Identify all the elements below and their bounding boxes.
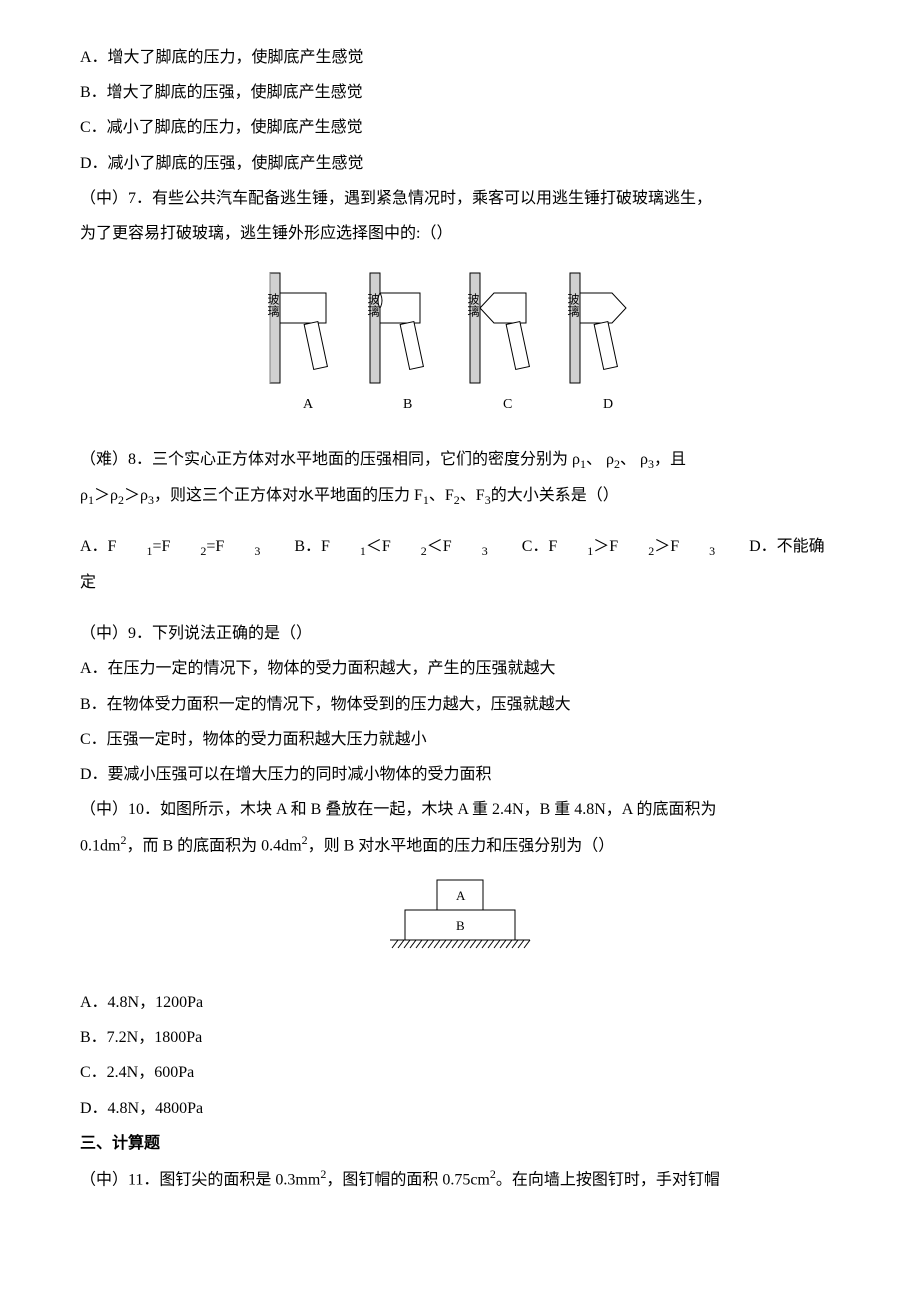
q9-stem: （中）9．下列说法正确的是（） [80, 616, 840, 651]
q9-option-a: A．在压力一定的情况下，物体的受力面积越大，产生的压强就越大 [80, 651, 840, 686]
q8-stem-line2: ρ1＞ρ2＞ρ3，则这三个正方体对水平地面的压力 F1、F2、F3的大小关系是（… [80, 478, 840, 514]
q10-option-a: A．4.8N，1200Pa [80, 985, 840, 1020]
section-3-heading: 三、计算题 [80, 1126, 840, 1161]
q10-stem-line1: （中）10．如图所示，木块 A 和 B 叠放在一起，木块 A 重 2.4N，B … [80, 792, 840, 827]
q11-stem-line1: （中）11．图钉尖的面积是 0.3mm2，图钉帽的面积 0.75cm2。在向墙上… [80, 1161, 840, 1198]
q7-glass-label-c: 玻璃 [466, 293, 480, 318]
q10-option-b: B．7.2N，1800Pa [80, 1020, 840, 1055]
q10-option-d: D．4.8N，4800Pa [80, 1091, 840, 1126]
q8-options: A．F1=F2=F3 B．F1＜F2＜F3 C．F1＞F2＞F3 D．不能确定 [80, 529, 840, 600]
q7-glass-label-b: 玻璃 [366, 293, 380, 318]
q7-label-c: C [503, 397, 512, 412]
q6-option-c: C．减小了脚底的压力，使脚底产生感觉 [80, 110, 840, 145]
q10-option-c: C．2.4N，600Pa [80, 1055, 840, 1090]
q7-figure: 玻璃 A 玻璃 B 玻璃 C 玻璃 D [80, 263, 840, 436]
q7-label-a: A [303, 397, 314, 412]
q6-option-d: D．减小了脚底的压强，使脚底产生感觉 [80, 146, 840, 181]
q9-option-c: C．压强一定时，物体的受力面积越大压力就越小 [80, 722, 840, 757]
q8-option-a: A．F1=F2=F3 [80, 538, 260, 555]
q7-glass-label-a: 玻璃 [266, 293, 280, 318]
q8-option-c: C．F1＞F2＞F3 [522, 538, 715, 555]
q6-option-b: B．增大了脚底的压强，使脚底产生感觉 [80, 75, 840, 110]
q9-option-d: D．要减小压强可以在增大压力的同时减小物体的受力面积 [80, 757, 840, 792]
q10-block-b-label: B [456, 918, 465, 933]
q10-stem-line2: 0.1dm2，而 B 的底面积为 0.4dm2，则 B 对水平地面的压力和压强分… [80, 827, 840, 864]
q6-option-a: A．增大了脚底的压力，使脚底产生感觉 [80, 40, 840, 75]
q7-stem-line1: （中）7．有些公共汽车配备逃生锤，遇到紧急情况时，乘客可以用逃生锤打破玻璃逃生， [80, 181, 840, 216]
q10-figure: A B [80, 876, 840, 979]
q7-glass-label-d: 玻璃 [566, 293, 580, 318]
q7-label-b: B [403, 397, 412, 412]
q8-option-b: B．F1＜F2＜F3 [294, 538, 487, 555]
q9-option-b: B．在物体受力面积一定的情况下，物体受到的压力越大，压强就越大 [80, 687, 840, 722]
q10-block-a-label: A [456, 888, 466, 903]
q7-stem-line2: 为了更容易打破玻璃，逃生锤外形应选择图中的:（） [80, 216, 840, 251]
q7-label-d: D [603, 397, 613, 412]
q8-stem-line1: （难）8．三个实心正方体对水平地面的压强相同，它们的密度分别为 ρ1、 ρ2、 … [80, 442, 840, 478]
